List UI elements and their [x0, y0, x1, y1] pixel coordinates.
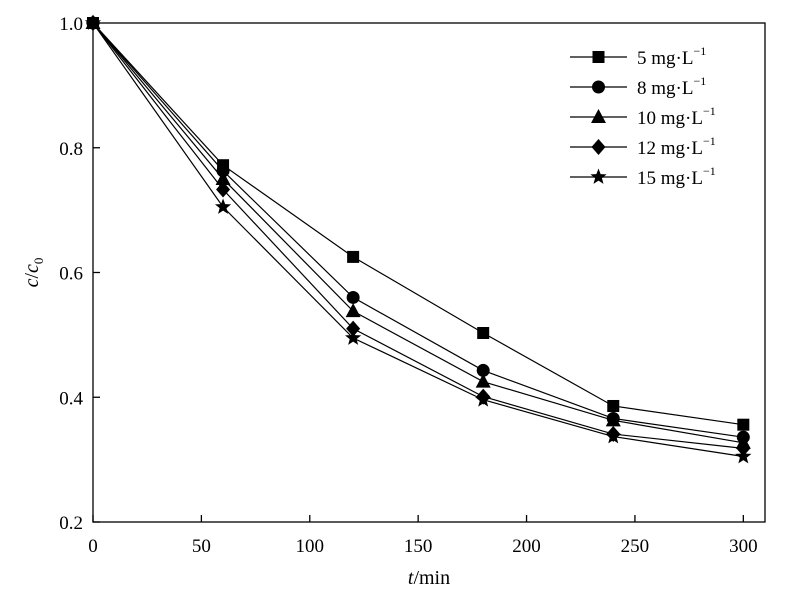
x-tick-label: 0 — [88, 536, 98, 557]
y-tick-label: 0.4 — [59, 388, 83, 409]
x-tick-label: 200 — [512, 536, 541, 557]
series-layer — [84, 14, 752, 464]
x-tick-label: 100 — [296, 536, 325, 557]
series-star — [84, 14, 752, 464]
series-line — [92, 22, 744, 438]
data-point — [477, 327, 490, 340]
legend-marker — [590, 168, 607, 184]
data-point — [347, 250, 360, 263]
series-line — [92, 22, 744, 426]
data-point — [345, 303, 361, 318]
x-tick-label: 50 — [192, 536, 211, 557]
y-tick-label: 0.8 — [59, 139, 83, 160]
legend-marker — [591, 109, 606, 123]
data-point — [216, 164, 230, 178]
legend-marker — [592, 80, 605, 94]
x-axis-label: t/min — [408, 567, 450, 589]
data-point — [476, 363, 490, 377]
y-tick-label: 0.2 — [59, 513, 83, 534]
legend-entry: 5 mg·L−1 — [570, 44, 706, 69]
legend-entry: 15 mg·L−1 — [570, 164, 716, 189]
legend-label: 15 mg·L−1 — [637, 164, 716, 189]
y-axis-label: c/c0 — [21, 258, 46, 288]
data-point — [735, 448, 752, 464]
data-point — [216, 181, 231, 198]
data-point — [475, 373, 491, 388]
series-line — [92, 22, 744, 458]
y-tick-label: 0.6 — [59, 264, 83, 285]
data-point — [605, 428, 622, 444]
data-point — [215, 170, 231, 185]
legend-entry: 10 mg·L−1 — [570, 104, 716, 129]
x-tick-label: 150 — [404, 536, 433, 557]
legend-marker — [592, 51, 605, 63]
legend-label: 12 mg·L−1 — [637, 134, 716, 159]
y-tick-label: 1.0 — [59, 14, 83, 35]
data-point — [346, 320, 361, 337]
data-point — [214, 198, 232, 214]
data-point — [346, 290, 360, 304]
series-line — [92, 22, 744, 444]
legend-entry: 8 mg·L−1 — [570, 74, 706, 99]
x-tick-label: 300 — [729, 536, 758, 557]
data-point — [475, 391, 492, 407]
series-line — [92, 22, 744, 449]
data-point — [345, 329, 362, 345]
data-point — [737, 418, 750, 431]
data-point — [607, 399, 620, 412]
legend-marker — [591, 139, 606, 155]
legend-label: 10 mg·L−1 — [637, 104, 716, 129]
legend: 5 mg·L−1 8 mg·L−1 10 mg·L−1 12 mg·L−1 15 mg·… — [570, 44, 716, 189]
data-point — [84, 14, 102, 30]
legend-entry: 12 mg·L−1 — [570, 134, 716, 159]
legend-label: 8 mg·L−1 — [637, 74, 706, 99]
data-point — [605, 412, 621, 427]
axes: 0 50 100 150 200 250 300 0.2 0.4 0.6 0.8 1.0 — [59, 14, 766, 557]
x-tick-label: 250 — [621, 536, 650, 557]
legend-label: 5 mg·L−1 — [637, 44, 706, 69]
